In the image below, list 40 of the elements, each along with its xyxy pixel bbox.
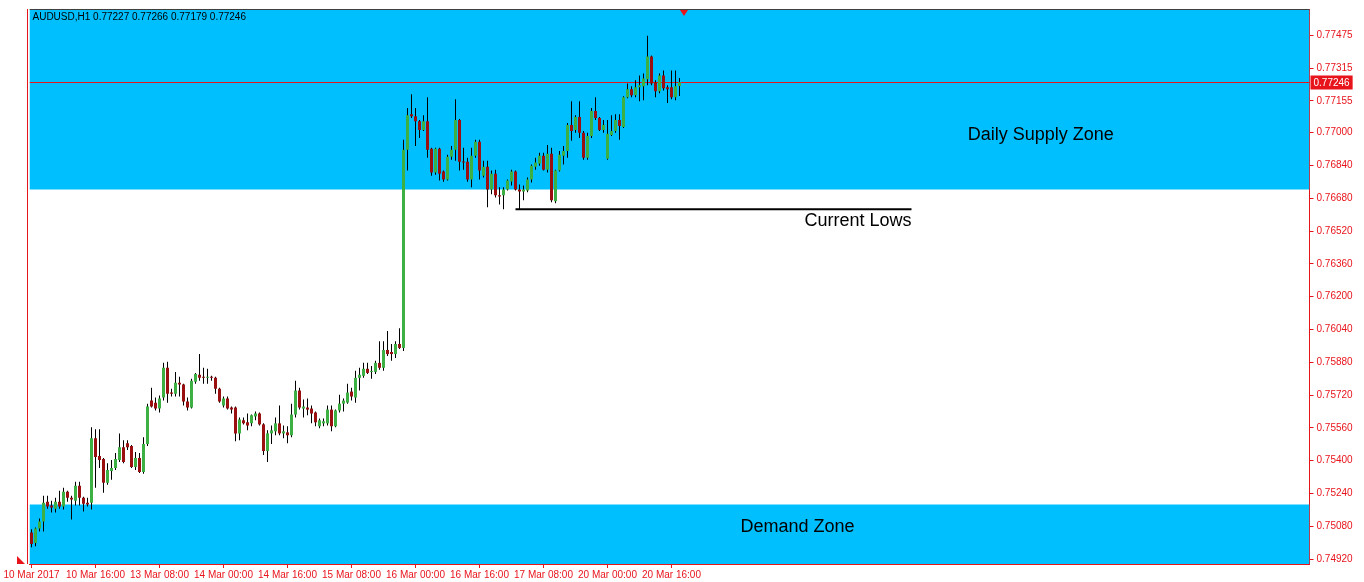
- candlestick: [202, 367, 205, 384]
- y-tick-label: 0.75560: [1316, 421, 1354, 433]
- y-tick-label: 0.74920: [1316, 552, 1354, 564]
- x-tick-label: 10 Mar 2017: [3, 568, 61, 580]
- y-tick-label: 0.76520: [1316, 224, 1354, 236]
- x-tick-label: 14 Mar 00:00: [194, 568, 254, 580]
- y-tick-label: 0.76680: [1316, 191, 1354, 203]
- y-tick-label: 0.77315: [1316, 61, 1354, 73]
- y-tick-label: 0.77000: [1316, 126, 1354, 138]
- candlestick: [498, 187, 501, 205]
- candlestick: [70, 495, 73, 520]
- x-tick-label: 14 Mar 16:00: [258, 568, 318, 580]
- y-tick-label: 0.75720: [1316, 388, 1354, 400]
- x-tick-label: 13 Mar 08:00: [130, 568, 190, 580]
- y-tick-label: 0.77475: [1316, 28, 1354, 40]
- y-tick-label: 0.76840: [1316, 159, 1354, 171]
- x-tick-label: 10 Mar 16:00: [66, 568, 126, 580]
- y-tick-label: 0.76360: [1316, 257, 1354, 269]
- candlestick: [370, 365, 373, 379]
- ref-line-label: 0.77246: [1313, 76, 1351, 88]
- x-tick-label: 20 Mar 00:00: [578, 568, 638, 580]
- y-tick-label: 0.77155: [1316, 94, 1354, 106]
- candlestick: [410, 94, 413, 119]
- band-label: Daily Supply Zone: [967, 124, 1114, 145]
- candlestick: [638, 75, 641, 102]
- x-tick-label: 16 Mar 00:00: [386, 568, 446, 580]
- band-label: Demand Zone: [740, 515, 855, 536]
- y-tick-label: 0.75880: [1316, 356, 1354, 368]
- chart-title: AUDUSD,H1 0.77227 0.77266 0.77179 0.77246: [32, 10, 247, 22]
- y-tick-label: 0.75080: [1316, 520, 1354, 532]
- x-tick-label: 20 Mar 16:00: [642, 568, 702, 580]
- y-tick-label: 0.76040: [1316, 323, 1354, 335]
- x-tick-label: 15 Mar 08:00: [322, 568, 382, 580]
- y-tick-label: 0.75400: [1316, 454, 1354, 466]
- x-tick-label: 17 Mar 08:00: [514, 568, 574, 580]
- x-tick-label: 16 Mar 16:00: [450, 568, 510, 580]
- series-label: Current Lows: [804, 210, 912, 231]
- y-tick-label: 0.76200: [1316, 290, 1354, 302]
- y-tick-label: 0.75240: [1316, 487, 1354, 499]
- candlestick: [206, 368, 209, 384]
